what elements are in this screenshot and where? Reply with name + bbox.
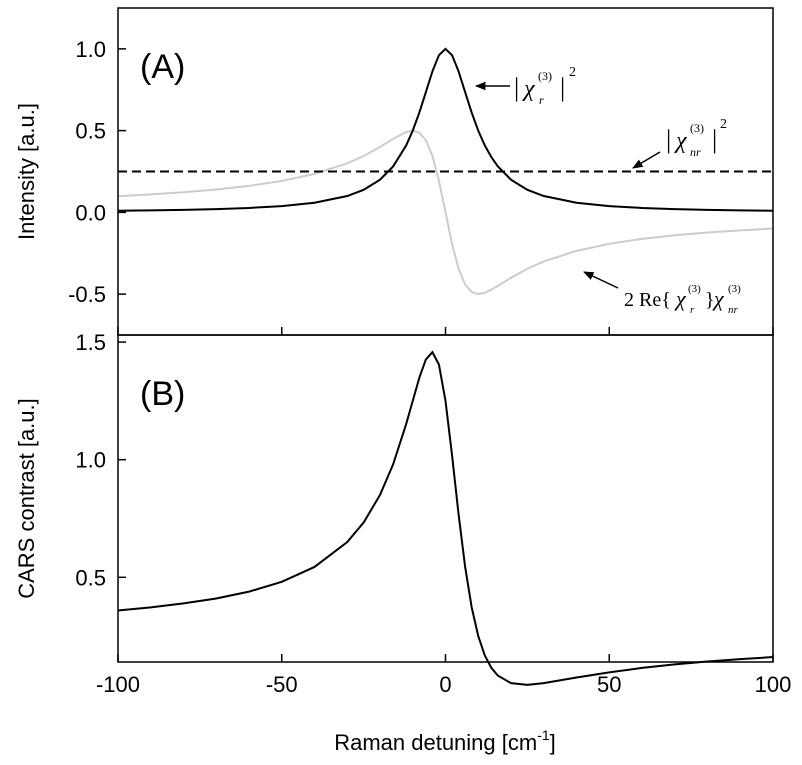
ann-part: | (712, 125, 717, 154)
annotation: | χ r (3) | 2 (514, 65, 576, 107)
y-tick-label: 1.0 (75, 37, 106, 62)
ann-part: (3) (690, 121, 704, 135)
annotation: | χ nr (3) | 2 (666, 117, 727, 159)
ann-part: 2 (720, 117, 727, 132)
ann-part: χ (522, 76, 536, 102)
ann-part: (3) (728, 283, 741, 295)
x-tick-label: -50 (266, 672, 298, 697)
y-tick-label: 0.0 (75, 200, 106, 225)
x-label-part: -1 (537, 727, 550, 743)
x-tick-label: -100 (96, 672, 140, 697)
line (117, 350, 774, 686)
ann-part: (3) (688, 283, 701, 295)
ann-part: χ (712, 286, 725, 311)
y-tick-label: 0.5 (75, 119, 106, 144)
x-label-part: ] (550, 730, 556, 755)
ann-part: | (666, 125, 671, 154)
x-tick-label: 100 (755, 672, 792, 697)
x-tick-label: 50 (597, 672, 621, 697)
ann-part: nr (728, 304, 739, 316)
panel-label: (B) (140, 375, 185, 413)
ann-part: χ (674, 128, 688, 154)
ann-part: nr (690, 145, 701, 159)
y-axis-label: Intensity [a.u.] (14, 103, 39, 240)
y-tick-label: -0.5 (68, 282, 106, 307)
arrow (632, 151, 661, 169)
ann-part: 2 Re{ (624, 289, 671, 311)
panel-label: (A) (140, 48, 185, 86)
y-axis-label: CARS contrast [a.u.] (14, 398, 39, 599)
x-label-part: Raman detuning [cm (334, 730, 537, 755)
ann-part: (3) (538, 69, 552, 83)
ann-part: } (705, 289, 715, 311)
arrows (474, 81, 661, 289)
y-tick-label: 0.5 (75, 565, 106, 590)
arrow (583, 271, 619, 289)
ann-part: | (560, 73, 565, 102)
plot-frame (117, 334, 774, 663)
line (117, 129, 774, 296)
line (117, 47, 774, 212)
ann-part: 2 (569, 65, 576, 80)
ann-part: χ (674, 286, 687, 311)
x-tick-label: 0 (439, 672, 451, 697)
ann-part: | (514, 73, 519, 102)
x-axis-label: Raman detuning [cm-1] (334, 727, 556, 755)
annotation: 2 Re{ χ r (3) } χ nr (3) (624, 283, 741, 316)
ann-part: r (690, 304, 695, 316)
y-tick-label: 1.0 (75, 448, 106, 473)
y-tick-label: 1.5 (75, 330, 106, 355)
ann-part: r (539, 93, 544, 107)
